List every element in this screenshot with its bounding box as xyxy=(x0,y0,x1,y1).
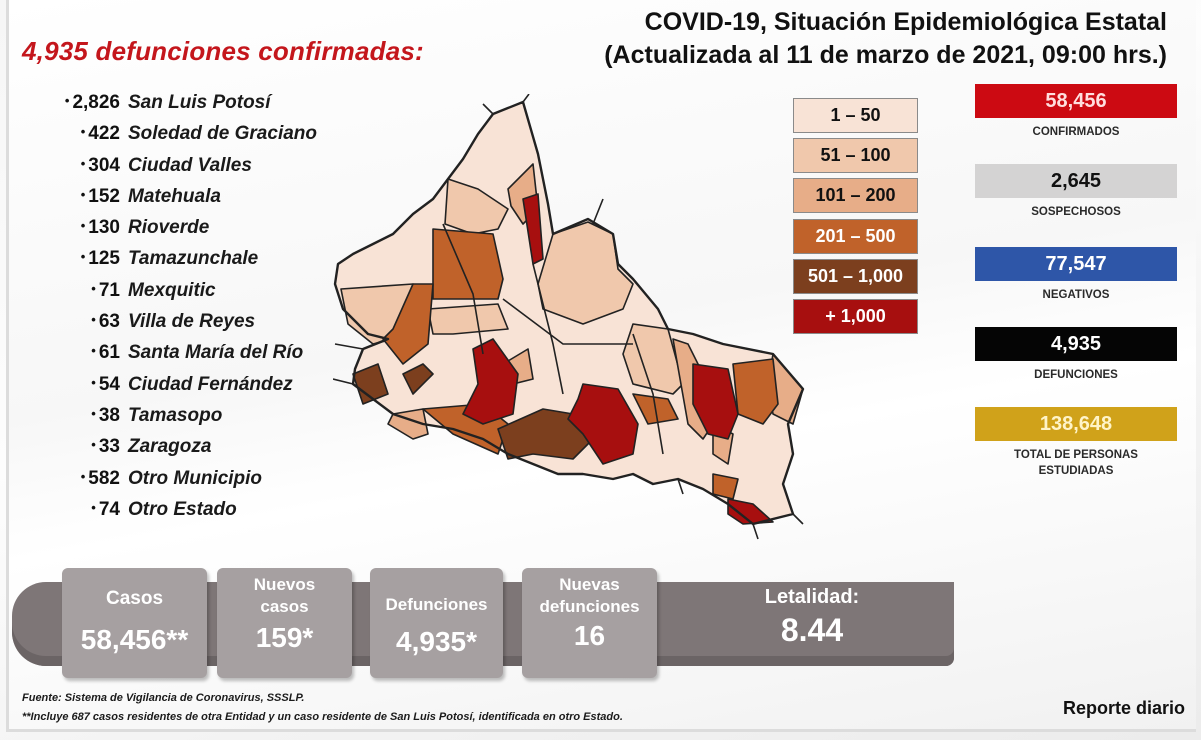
list-item: 2,826 San Luis Potosí xyxy=(40,92,317,123)
stat-label: TOTAL DE PERSONAS ESTUDIADAS xyxy=(1014,449,1138,477)
death-count: 63 xyxy=(40,311,120,333)
card-label: Nuevos casos xyxy=(253,575,316,616)
municipality-name: Matehuala xyxy=(128,185,221,207)
list-item: 304 Ciudad Valles xyxy=(40,155,317,186)
stat-defunciones: 4,935 DEFUNCIONES xyxy=(975,327,1177,407)
death-count: 152 xyxy=(40,186,120,208)
stat-negativos: 77,547 NEGATIVOS xyxy=(975,247,1177,327)
death-count: 54 xyxy=(40,374,120,396)
card-casos: Casos 58,456** xyxy=(62,568,207,678)
death-count: 125 xyxy=(40,248,120,270)
card-nuevos-casos: Nuevos casos 159* xyxy=(217,568,352,678)
stat-total-estudiadas: 138,648 TOTAL DE PERSONAS ESTUDIADAS xyxy=(975,407,1177,479)
municipality-name: Zaragoza xyxy=(128,436,212,458)
stat-value: 58,456 xyxy=(975,84,1177,118)
list-item: 54 Ciudad Fernández xyxy=(40,374,317,405)
title-line-1: COVID-19, Situación Epidemiológica Estat… xyxy=(644,8,1167,36)
municipality-name: Tamazunchale xyxy=(128,248,259,270)
municipality-name: Villa de Reyes xyxy=(128,311,256,333)
card-label: Nuevas defunciones xyxy=(539,575,640,616)
card-label: Casos xyxy=(105,588,164,609)
deaths-headline: 4,935 defunciones confirmadas: xyxy=(22,36,424,66)
card-value: 58,456** xyxy=(80,624,189,655)
stat-value: 138,648 xyxy=(975,407,1177,441)
list-item: 125 Tamazunchale xyxy=(40,248,317,279)
stat-label: CONFIRMADOS xyxy=(1032,126,1120,138)
municipality-deaths-list: 2,826 San Luis Potosí 422 Soledad de Graci… xyxy=(40,92,317,530)
legend-range-201-500: 201 – 500 xyxy=(793,218,918,254)
daily-report-label: Reporte diario xyxy=(1062,698,1185,718)
municipality-name: Tamasopo xyxy=(128,404,223,426)
death-count: 61 xyxy=(40,342,120,364)
letalidad-label: Letalidad: xyxy=(764,586,860,608)
death-count: 422 xyxy=(40,123,120,145)
stat-label: SOSPECHOSOS xyxy=(1031,206,1121,218)
list-item: 38 Tamasopo xyxy=(40,405,317,436)
legend-range-101-200: 101 – 200 xyxy=(793,178,918,214)
card-label: Defunciones xyxy=(385,595,488,614)
statistics-panel: 58,456 CONFIRMADOS 2,645 SOSPECHOSOS 77,… xyxy=(975,84,1177,479)
cases-footnote: **Incluye 687 casos residentes de otra E… xyxy=(22,711,623,723)
card-defunciones: Defunciones 4,935* xyxy=(370,568,503,678)
stat-sospechosos: 2,645 SOSPECHOSOS xyxy=(975,164,1177,247)
card-nuevas-defunciones: Nuevas defunciones 16 xyxy=(522,568,657,678)
source-note: Fuente: Sistema de Vigilancia de Coronav… xyxy=(22,692,305,704)
stat-label: DEFUNCIONES xyxy=(1034,369,1118,381)
title-line-2: (Actualizada al 11 de marzo de 2021, 09:… xyxy=(604,41,1167,69)
municipality-name: Otro Estado xyxy=(128,498,237,520)
list-item: 582 Otro Municipio xyxy=(40,468,317,499)
list-item: 130 Rioverde xyxy=(40,217,317,248)
list-item: 422 Soledad de Graciano xyxy=(40,123,317,154)
death-count: 130 xyxy=(40,217,120,239)
map-legend: 1 – 50 51 – 100 101 – 200 201 – 500 501 … xyxy=(793,98,918,339)
death-count: 38 xyxy=(40,405,120,427)
card-value: 159* xyxy=(255,622,314,653)
list-item: 71 Mexquitic xyxy=(40,280,317,311)
stat-value: 4,935 xyxy=(975,327,1177,361)
summary-banner: Casos 58,456** Nuevos casos 159* Defunci… xyxy=(12,568,957,680)
death-count: 582 xyxy=(40,468,120,490)
letalidad-value: 8.44 xyxy=(780,612,844,648)
stat-label: NEGATIVOS xyxy=(1042,289,1110,301)
list-item: 63 Villa de Reyes xyxy=(40,311,317,342)
state-choropleth-map xyxy=(333,94,805,540)
legend-range-51-100: 51 – 100 xyxy=(793,138,918,174)
death-count: 2,826 xyxy=(40,92,120,114)
stat-value: 2,645 xyxy=(975,164,1177,198)
municipality-name: Santa María del Río xyxy=(128,342,304,364)
death-count: 71 xyxy=(40,280,120,302)
municipality-name: Rioverde xyxy=(128,217,210,239)
municipality-name: Ciudad Valles xyxy=(128,154,252,176)
list-item: 61 Santa María del Río xyxy=(40,342,317,373)
stat-value: 77,547 xyxy=(975,247,1177,281)
list-item: 33 Zaragoza xyxy=(40,436,317,467)
stat-confirmados: 58,456 CONFIRMADOS xyxy=(975,84,1177,164)
death-count: 74 xyxy=(40,499,120,521)
municipality-name: Otro Municipio xyxy=(128,467,263,489)
municipality-name: San Luis Potosí xyxy=(128,92,271,113)
death-count: 33 xyxy=(40,436,120,458)
legend-range-over-1000: + 1,000 xyxy=(793,298,918,334)
list-item: 152 Matehuala xyxy=(40,186,317,217)
list-item: 74 Otro Estado xyxy=(40,499,317,530)
municipality-name: Mexquitic xyxy=(128,279,216,301)
card-value: 16 xyxy=(573,620,606,651)
municipality-name: Soledad de Graciano xyxy=(128,123,317,145)
legend-range-501-1000: 501 – 1,000 xyxy=(793,258,918,294)
municipality-name: Ciudad Fernández xyxy=(128,373,293,395)
card-value: 4,935* xyxy=(396,626,477,657)
death-count: 304 xyxy=(40,155,120,177)
legend-range-1-50: 1 – 50 xyxy=(793,98,918,133)
letalidad: Letalidad: 8.44 xyxy=(677,586,947,649)
page-title: COVID-19, Situación Epidemiológica Estat… xyxy=(604,6,1167,72)
